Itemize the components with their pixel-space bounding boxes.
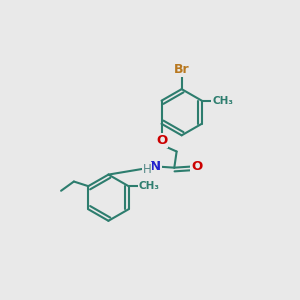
Text: O: O [191, 160, 202, 173]
Text: CH₃: CH₃ [212, 96, 233, 106]
Text: CH₃: CH₃ [139, 181, 160, 191]
Text: H: H [143, 163, 152, 176]
Text: O: O [156, 134, 167, 147]
Text: Br: Br [174, 63, 190, 76]
Text: N: N [149, 160, 161, 172]
